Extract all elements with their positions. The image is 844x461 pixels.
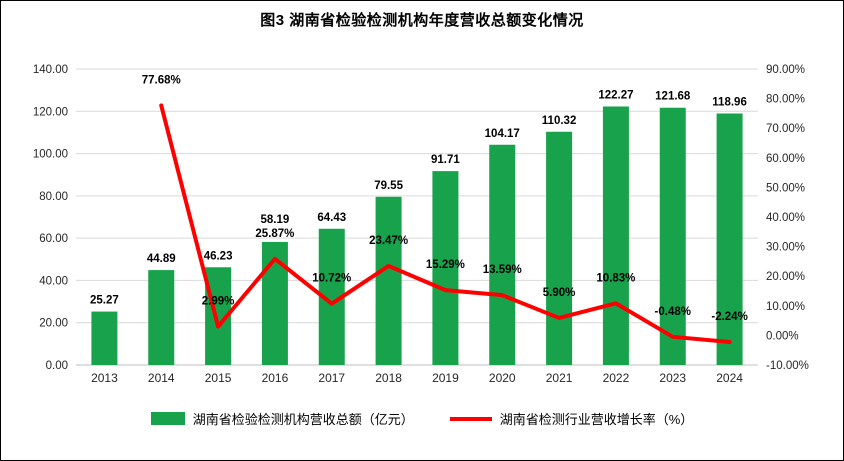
left-axis-tick-label: 120.00 (33, 106, 68, 118)
growth-rate-line (159, 103, 732, 345)
right-axis-tick-label: 50.00% (766, 182, 805, 194)
chart-legend: 湖南省检验检测机构营收总额（亿元） 湖南省检测行业营收增长率（%） (1, 409, 843, 428)
bar-series-swatch (150, 412, 185, 425)
line-value-label: -0.48% (655, 306, 691, 318)
right-axis-tick-label: 90.00% (766, 64, 805, 76)
line-series-swatch (449, 416, 492, 421)
line-value-label: 23.47% (369, 235, 408, 247)
right-axis-tick-label: 0.00% (766, 330, 799, 342)
right-axis-tick-label: 70.00% (766, 123, 805, 135)
bar-2024 (716, 113, 743, 365)
legend-item-line-series: 湖南省检测行业营收增长率（%） (449, 409, 694, 428)
bar-2019 (432, 171, 459, 365)
right-axis-tick-label: 80.00% (766, 94, 805, 106)
bar-2022 (602, 106, 629, 366)
bar-value-label: 58.19 (261, 214, 290, 226)
x-axis-year-label: 2015 (205, 371, 232, 385)
right-axis-tick-label: 20.00% (766, 271, 805, 283)
left-axis-tick-label: 40.00 (39, 275, 68, 287)
bar-value-label: 25.27 (90, 295, 119, 307)
chart-title: 图3 湖南省检验检测机构年度营收总额变化情况 (260, 12, 584, 29)
bar-2023 (659, 107, 686, 366)
bar-2018 (375, 196, 402, 365)
right-axis-tick-label: -10.00% (766, 360, 809, 372)
legend-item-bar-series: 湖南省检验检测机构营收总额（亿元） (150, 409, 414, 428)
x-axis-year-label: 2017 (318, 371, 345, 385)
bar-2014 (148, 270, 175, 365)
bar-value-label: 79.55 (374, 180, 403, 192)
left-axis-tick-label: 80.00 (39, 191, 68, 203)
x-axis-year-label: 2022 (603, 371, 630, 385)
line-value-label: 10.72% (312, 273, 351, 285)
line-value-label: 5.90% (543, 287, 576, 299)
bar-value-label: 104.17 (485, 128, 520, 140)
line-value-label: 25.87% (255, 228, 294, 240)
line-value-label: 15.29% (426, 259, 465, 271)
x-axis-year-label: 2016 (262, 371, 289, 385)
bar-value-label: 44.89 (147, 253, 176, 265)
line-value-label: 10.83% (596, 272, 635, 284)
x-axis-year-label: 2020 (489, 371, 516, 385)
x-axis-year-label: 2023 (659, 371, 686, 385)
right-axis-tick-label: 30.00% (766, 242, 805, 254)
line-value-label: 13.59% (483, 264, 522, 276)
bar-value-label: 122.27 (598, 89, 633, 101)
line-value-label: 77.68% (142, 74, 181, 86)
left-axis-tick-label: 60.00 (39, 233, 68, 245)
bar-2020 (489, 144, 516, 365)
left-axis-tick-label: 0.00 (46, 360, 68, 372)
bar-value-label: 91.71 (431, 154, 460, 166)
line-value-label: 2.99% (202, 296, 235, 308)
bar-2013 (91, 311, 118, 365)
x-axis-year-label: 2014 (148, 371, 175, 385)
bar-2021 (546, 131, 573, 365)
right-axis-tick-label: 60.00% (766, 153, 805, 165)
x-axis-year-label: 2019 (432, 371, 459, 385)
x-axis-year-label: 2024 (716, 371, 743, 385)
x-axis-year-label: 2013 (91, 371, 118, 385)
left-axis-tick-label: 20.00 (39, 318, 68, 330)
line-series-label: 湖南省检测行业营收增长率（%） (499, 412, 694, 427)
bar-value-label: 121.68 (655, 91, 691, 103)
bar-value-label: 64.43 (317, 212, 346, 224)
left-axis-tick-label: 140.00 (33, 64, 68, 76)
right-axis-tick-label: 10.00% (766, 301, 805, 313)
x-axis-year-label: 2021 (546, 371, 573, 385)
right-axis-tick-label: 40.00% (766, 212, 805, 224)
left-axis-tick-label: 100.00 (33, 149, 68, 161)
bar-value-label: 118.96 (712, 96, 747, 108)
bar-series-label: 湖南省检验检测机构营收总额（亿元） (192, 412, 414, 427)
bar-value-label: 46.23 (204, 250, 233, 262)
line-value-label: -2.24% (711, 311, 747, 323)
bar-value-label: 110.32 (542, 115, 577, 127)
bar-2016 (261, 241, 288, 365)
x-axis-year-label: 2018 (375, 371, 402, 385)
